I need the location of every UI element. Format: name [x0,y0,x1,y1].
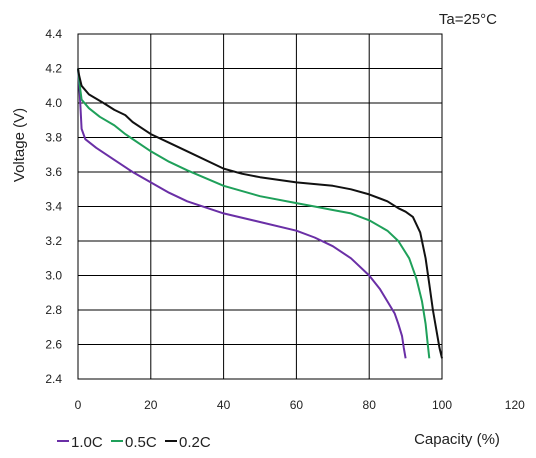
y-tick-label: 2.4 [45,372,62,386]
legend: 1.0C 0.5C 0.2C [57,434,211,451]
y-axis-label: Voltage (V) [11,108,28,182]
plot-frame [77,33,443,380]
legend-label: 0.2C [179,434,211,451]
x-tick-label: 80 [363,398,377,412]
y-tick-label: 2.6 [45,338,62,352]
legend-label: 1.0C [71,434,103,451]
temperature-annotation: Ta=25°C [439,11,497,28]
series-line-1-0c [77,68,407,359]
series-line-0-5c [77,68,431,359]
y-tick-label: 3.6 [45,165,62,179]
x-tick-label: 20 [144,398,158,412]
y-tick-label: 3.2 [45,234,62,248]
x-axis-label: Capacity (%) [414,431,500,448]
y-tick-label: 3.0 [45,269,62,283]
series-lines [77,68,443,359]
legend-label: 0.5C [125,434,157,451]
y-tick-label: 3.8 [45,131,62,145]
x-tick-label: 40 [217,398,231,412]
y-tick-label: 4.2 [45,62,62,76]
grid [78,34,442,379]
y-tick-label: 4.4 [45,27,62,41]
x-tick-label: 120 [505,398,525,412]
y-tick-label: 2.8 [45,303,62,317]
y-tick-label: 4.0 [45,96,62,110]
x-tick-label: 100 [432,398,452,412]
x-tick-label: 60 [290,398,304,412]
y-tick-label: 3.4 [45,200,62,214]
series-line-0-2c [77,68,443,359]
tick-labels: 4.4 4.2 4.0 3.8 3.6 3.4 3.2 3.0 2.8 2.6 2.4 0 20 40 60… [45,27,525,412]
x-tick-label: 0 [75,398,82,412]
